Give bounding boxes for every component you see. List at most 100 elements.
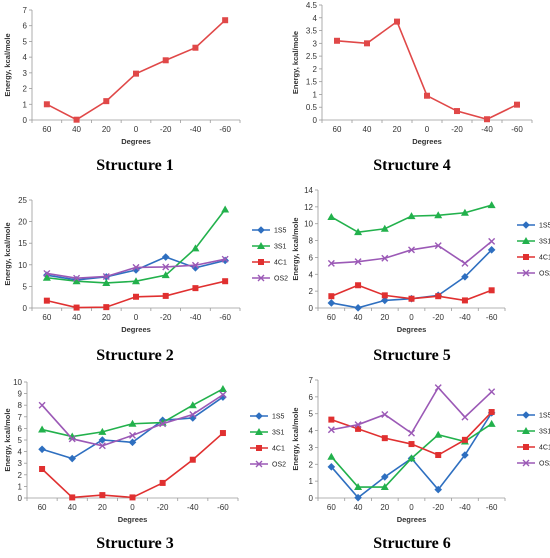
data-point-4C1 (222, 278, 229, 285)
data-point-OS2 (38, 401, 46, 409)
x-tick-label: 40 (354, 313, 363, 322)
x-tick-label: -60 (486, 503, 498, 512)
data-point-4C1 (381, 435, 388, 442)
x-tick-label: 0 (409, 503, 414, 512)
chart-2: 0 0.5 1 1.5 2 2.5 3 3.5 4 4.5 60 40 20 0 -20 -40 -60 Degr… (291, 1, 533, 174)
y-tick-label: 6 (23, 22, 28, 31)
data-point-4C1 (488, 409, 495, 416)
data-point-3S1 (191, 244, 200, 252)
data-point-4C1 (43, 297, 50, 304)
data-point-3S1 (380, 483, 389, 491)
legend-marker (522, 237, 530, 244)
y-tick-label: 0 (18, 494, 23, 503)
legend-marker (522, 221, 530, 229)
structure-caption: Structure 2 (96, 347, 173, 364)
chart-1: 0 1 2 3 4 5 6 7 60 40 20 0 -20 -40 -60 Degrees Energy, k… (3, 6, 241, 174)
y-tick-label: 9 (18, 390, 23, 399)
legend-marker (522, 459, 530, 467)
data-point-single (133, 70, 139, 77)
series-4C1 (328, 282, 495, 304)
legend-marker (256, 445, 262, 451)
legend: 1S5 3S1 4C1 OS2 (252, 226, 288, 283)
legend: 1S5 3S1 4C1 OS2 (517, 221, 550, 278)
y-axis-title: Energy, kcal/mole (291, 407, 300, 470)
data-point-OS2 (191, 261, 199, 269)
data-point-4C1 (461, 436, 468, 443)
data-point-1S5 (327, 299, 336, 307)
x-tick-label: -20 (157, 503, 169, 512)
y-tick-label: 14 (304, 186, 313, 195)
series-1S5 (38, 393, 227, 463)
legend-marker (522, 411, 530, 419)
legend-label: 4C1 (539, 445, 550, 452)
chart-3: 0 5 10 15 20 25 60 40 20 0 -20 -40 -60 Degrees Energy,… (3, 196, 288, 364)
y-tick-label: 3 (18, 459, 23, 468)
data-point-single (103, 98, 110, 105)
data-point-3S1 (487, 201, 496, 209)
x-axis-title: Degrees (397, 515, 427, 524)
x-tick-label: -60 (219, 125, 231, 134)
data-point-3S1 (42, 273, 51, 281)
y-tick-label: 6 (309, 253, 314, 262)
series-line-1S5 (41, 396, 224, 460)
y-tick-label: 7 (23, 6, 28, 15)
x-tick-label: -40 (187, 503, 199, 512)
data-point-4C1 (435, 293, 442, 300)
legend-label: 1S5 (272, 414, 285, 421)
y-tick-label: 2.5 (306, 52, 318, 61)
x-tick-label: -40 (190, 125, 202, 134)
data-point-4C1 (99, 492, 106, 499)
data-point-single (454, 108, 460, 115)
legend-marker (257, 242, 265, 249)
data-point-1S5 (128, 438, 137, 447)
data-point-3S1 (161, 271, 170, 279)
x-tick-label: -20 (432, 503, 444, 512)
data-point-1S5 (219, 393, 227, 401)
data-point-OS2 (461, 259, 469, 267)
data-point-4C1 (408, 295, 415, 302)
legend-label: OS2 (539, 461, 550, 468)
y-tick-label: 2 (23, 85, 28, 94)
structure-caption: Structure 4 (373, 157, 450, 174)
y-axis-title: Energy, kcal/mole (291, 31, 300, 94)
x-tick-label: 60 (42, 125, 51, 134)
x-tick-label: -60 (511, 125, 523, 134)
data-point-4C1 (328, 416, 335, 423)
y-tick-label: 3 (23, 69, 28, 78)
x-tick-label: 60 (327, 503, 336, 512)
data-point-OS2 (73, 274, 81, 282)
data-point-1S5 (132, 266, 140, 274)
y-tick-label: 10 (18, 261, 27, 270)
y-tick-label: 3 (313, 39, 318, 48)
data-point-1S5 (434, 485, 443, 494)
x-tick-label: 40 (363, 125, 372, 134)
data-point-OS2 (461, 413, 469, 421)
y-tick-label: 5 (23, 282, 28, 291)
legend-label: 4C1 (272, 446, 285, 453)
data-point-single (514, 101, 520, 108)
legend-label: 1S5 (274, 228, 287, 235)
data-point-1S5 (327, 463, 336, 471)
x-tick-label: -40 (459, 503, 471, 512)
chart-5: 0 1 2 3 4 5 6 7 8 9 10 60 40 20 0 -20 -40 -60 Degrees Energ… (3, 378, 286, 552)
x-axis-title: Degrees (412, 137, 442, 146)
data-point-3S1 (218, 384, 227, 392)
y-tick-label: 6 (18, 424, 23, 433)
y-tick-label: 1 (23, 100, 28, 109)
data-point-single (192, 44, 199, 51)
x-tick-label: 40 (68, 503, 77, 512)
series-single (43, 17, 229, 123)
y-tick-label: 20 (18, 218, 27, 227)
data-point-4C1 (355, 425, 362, 432)
y-tick-label: 5 (23, 37, 28, 46)
x-tick-label: 20 (380, 503, 389, 512)
y-axis-title: Energy, kcal/mole (3, 33, 12, 96)
y-axis-title: Energy, kcal/mole (3, 222, 12, 285)
data-point-OS2 (354, 258, 362, 266)
data-point-1S5 (354, 304, 362, 312)
y-tick-label: 10 (13, 378, 22, 387)
data-point-1S5 (191, 264, 200, 272)
data-point-OS2 (98, 442, 106, 450)
data-point-OS2 (221, 255, 229, 263)
data-point-3S1 (407, 454, 416, 462)
